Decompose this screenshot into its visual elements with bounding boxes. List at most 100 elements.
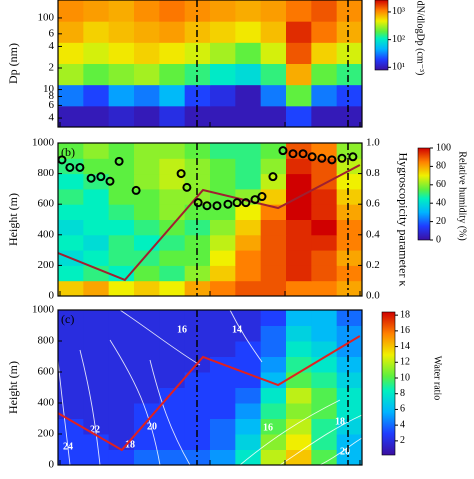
heatmap-cell [286,105,312,128]
y-tick-label: 6 [49,99,55,111]
heatmap-cell [108,449,135,466]
colorbar-tick-label: 10¹ [392,62,405,73]
heatmap-cell [260,204,287,220]
heatmap-cell [134,418,160,435]
heatmap-cell [134,387,160,404]
heatmap-cell [210,0,236,22]
contour-label: 16 [263,422,273,433]
kappa-point [241,198,251,208]
heatmap-cell [336,42,363,64]
heatmap-cell [83,204,110,220]
y-tick-label: 10 [43,83,55,95]
y-tick-label: 2 [49,62,55,74]
heatmap-cell [108,21,135,43]
heatmap-cell [235,234,262,251]
heatmap-cell [134,188,160,205]
heatmap-cell [159,449,186,466]
y-tick-label: 1000 [32,304,55,316]
heatmap-cell [134,372,160,388]
heatmap-cell [235,84,262,107]
heatmap-cell [83,42,110,64]
heatmap-cell [108,105,135,128]
heatmap-cell [260,0,287,22]
heatmap-cell [336,234,363,251]
heatmap-cell [260,341,287,357]
colorbar-tick-label: 10 [400,372,410,383]
heatmap-cell [159,188,186,205]
heatmap-cell [159,63,186,86]
heatmap-cell [159,42,186,64]
y-tick-label: 200 [38,428,55,440]
heatmap-cell [210,42,236,64]
heatmap-cell [210,84,236,107]
heatmap-cell [108,356,135,373]
heatmap-cell [260,250,287,266]
heatmap-cell [108,280,135,297]
contour-label: 18 [125,439,135,450]
y-tick-label: 100 [38,11,55,23]
kappa-point [317,153,327,163]
heatmap-cell [83,280,110,297]
y-tick-label: 200 [38,259,55,271]
heatmap-cell [235,0,262,22]
heatmap-cell [134,204,160,220]
heatmap-cell [134,341,160,357]
y-tick-label: 600 [38,198,55,210]
kappa-point [327,155,337,165]
heatmap-cell [184,173,211,190]
kappa-point [307,152,317,162]
heatmap-cell [235,204,262,220]
heatmap-cell [83,234,110,251]
contour-label: 20 [340,446,350,457]
kappa-point [193,198,203,208]
heatmap-cell [336,434,363,450]
heatmap-cell [210,105,236,128]
heatmap-cell [58,143,84,159]
heatmap-cell [184,63,211,86]
heatmap-cell [159,105,186,128]
heatmap-cell [235,310,262,326]
heatmap-cell [235,105,262,128]
heatmap-cell [58,105,84,128]
heatmap-cell [235,418,262,435]
heatmap-cell [286,42,312,64]
heatmap-cell [336,173,363,190]
kappa-point [288,149,298,159]
heatmap-cell [260,219,287,236]
heatmap-cell [235,21,262,43]
colorbar-tick-label: 40 [436,197,446,208]
heatmap-cell [260,265,287,282]
kappa-point [232,198,242,208]
heatmap-cell [311,42,338,64]
y-tick-label: 0 [49,290,55,302]
heatmap-cell [286,356,312,373]
heatmap-cell [311,265,338,282]
contour-line [279,414,363,466]
heatmap-cell [260,188,287,205]
heatmap-cell [159,21,186,43]
heatmap-cell [235,325,262,342]
heatmap-cell [134,0,160,22]
heatmap-cell [210,219,236,236]
contour-label: 24 [63,441,73,452]
kappa-point [131,185,141,195]
kappa-point [257,192,267,202]
heatmap-cell [336,325,363,342]
kappa-point [75,162,85,172]
colorbar-tick-label: 12 [400,357,410,368]
heatmap-cell [83,356,110,373]
contour-line [149,359,191,466]
heatmap-cell [311,449,338,466]
y2-tick-label: 0.0 [366,290,380,302]
heatmap-cell [210,173,236,190]
heatmap-cell [159,234,186,251]
heatmap-cell [58,0,84,22]
height-line [57,164,361,282]
heatmap-cell [210,143,236,159]
heatmap-cell [336,250,363,266]
heatmap-cell [159,341,186,357]
heatmap-cell [260,234,287,251]
heatmap-cell [235,449,262,466]
heatmap-cell [83,21,110,43]
